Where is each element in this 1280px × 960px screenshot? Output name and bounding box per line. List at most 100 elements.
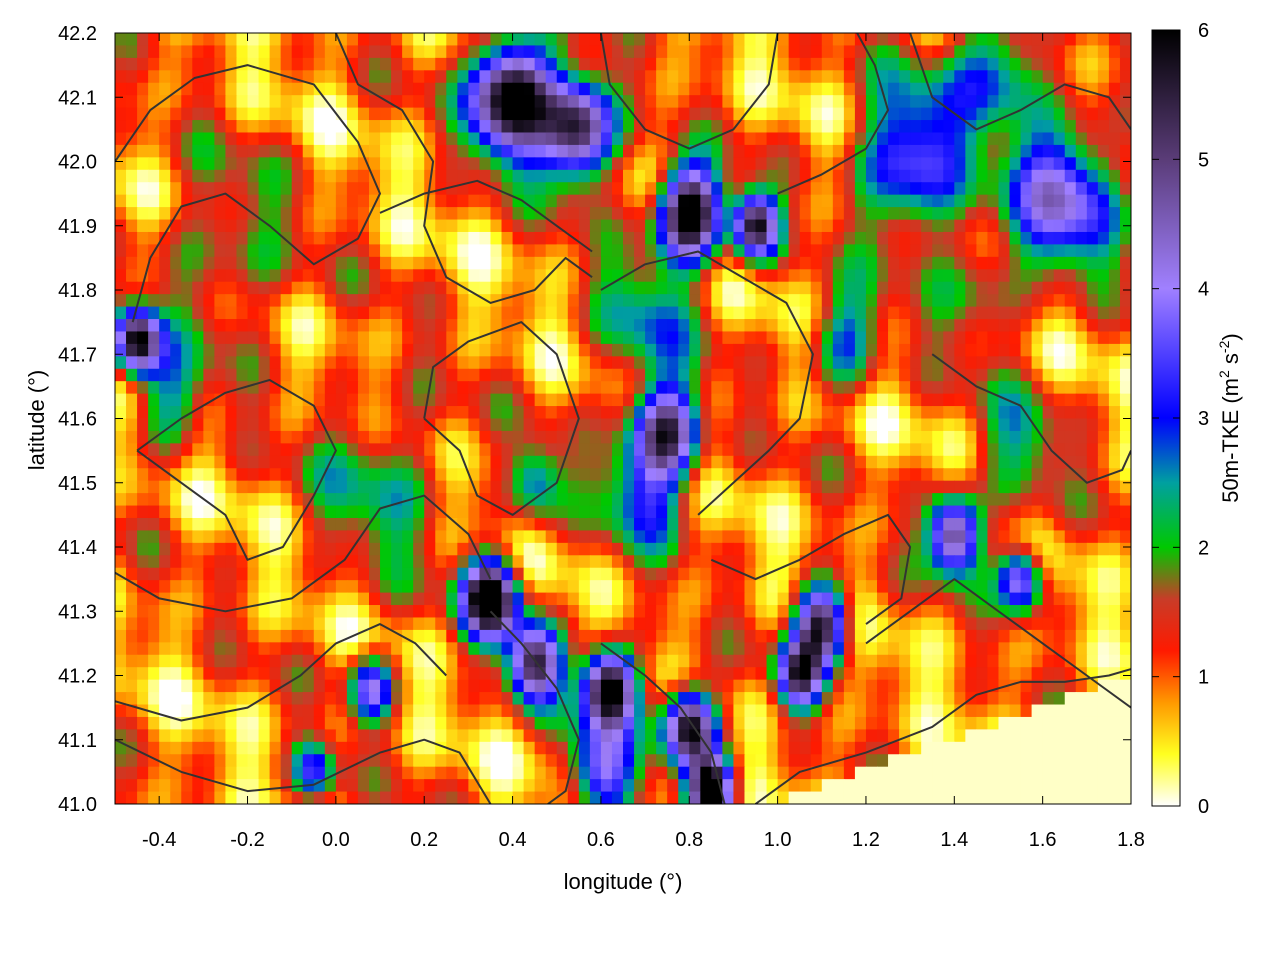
heatmap-cell xyxy=(148,306,160,320)
heatmap-cell xyxy=(534,430,547,444)
heatmap-cell xyxy=(457,356,469,370)
heatmap-cell xyxy=(1020,169,1033,183)
heatmap-cell xyxy=(854,194,867,208)
heatmap-cell xyxy=(1108,468,1121,482)
heatmap-cell xyxy=(667,194,679,208)
heatmap-cell xyxy=(1053,580,1066,594)
heatmap-cell xyxy=(424,306,436,320)
heatmap-cell xyxy=(357,654,370,668)
heatmap-cell xyxy=(910,617,922,631)
heatmap-cell xyxy=(413,505,425,519)
heatmap-cell xyxy=(932,207,944,221)
heatmap-cell xyxy=(159,169,171,183)
heatmap-cell xyxy=(1020,567,1033,581)
heatmap-cell xyxy=(357,269,370,283)
heatmap-cell xyxy=(744,393,757,407)
heatmap-cell xyxy=(667,294,679,308)
heatmap-cell xyxy=(435,319,447,333)
heatmap-cell xyxy=(225,443,238,457)
heatmap-cell xyxy=(192,617,204,631)
heatmap-cell xyxy=(126,194,138,208)
heatmap-cell xyxy=(258,455,271,469)
heatmap-cell xyxy=(821,692,834,706)
heatmap-cell xyxy=(258,430,271,444)
heatmap-cell xyxy=(689,57,701,71)
heatmap-cell xyxy=(634,654,646,668)
heatmap-cell xyxy=(479,95,492,109)
heatmap-cell xyxy=(534,182,547,196)
heatmap-cell xyxy=(976,319,989,333)
heatmap-cell xyxy=(777,542,790,556)
heatmap-cell xyxy=(269,182,282,196)
heatmap-cell xyxy=(987,667,1000,681)
heatmap-cell xyxy=(766,343,779,357)
heatmap-cell xyxy=(545,430,558,444)
heatmap-cell xyxy=(291,331,304,345)
heatmap-cell xyxy=(258,505,271,519)
heatmap-cell xyxy=(843,331,856,345)
heatmap-cell xyxy=(865,157,878,171)
heatmap-cell xyxy=(1086,244,1099,258)
heatmap-cell xyxy=(623,231,635,246)
heatmap-cell xyxy=(700,517,712,532)
heatmap-cell xyxy=(910,356,922,370)
heatmap-cell xyxy=(788,231,801,246)
heatmap-cell xyxy=(634,107,646,121)
heatmap-cell xyxy=(788,567,801,581)
heatmap-cell xyxy=(236,393,249,407)
heatmap-cell xyxy=(700,294,712,308)
heatmap-cell xyxy=(998,468,1011,482)
heatmap-cell xyxy=(192,57,204,71)
heatmap-cell xyxy=(678,231,690,246)
heatmap-cell xyxy=(998,207,1011,221)
heatmap-cell xyxy=(821,157,834,171)
heatmap-cell xyxy=(556,567,569,581)
heatmap-cell xyxy=(1108,132,1121,146)
heatmap-cell xyxy=(1009,144,1022,158)
heatmap-cell xyxy=(854,70,867,84)
heatmap-cell xyxy=(1009,70,1022,84)
heatmap-cell xyxy=(324,70,337,84)
heatmap-cell xyxy=(766,244,779,258)
heatmap-cell xyxy=(291,368,304,382)
heatmap-cell xyxy=(380,231,392,246)
heatmap-cell xyxy=(954,107,966,121)
heatmap-cell xyxy=(921,107,933,121)
heatmap-cell xyxy=(589,368,602,382)
heatmap-cell xyxy=(280,207,293,221)
heatmap-cell xyxy=(380,256,392,270)
heatmap-cell xyxy=(335,33,348,47)
heatmap-cell xyxy=(346,219,359,233)
heatmap-cell xyxy=(987,555,1000,569)
heatmap-cell xyxy=(170,542,182,556)
heatmap-cell xyxy=(877,443,889,457)
heatmap-cell xyxy=(843,144,856,158)
heatmap-cell xyxy=(468,443,481,457)
heatmap-cell xyxy=(600,418,613,432)
heatmap-cell xyxy=(313,70,326,84)
heatmap-cell xyxy=(965,194,977,208)
heatmap-cell xyxy=(600,256,613,270)
heatmap-cell xyxy=(711,319,723,333)
heatmap-cell xyxy=(346,281,359,295)
heatmap-cell xyxy=(1119,542,1131,556)
heatmap-cell xyxy=(667,617,679,631)
heatmap-cell xyxy=(810,45,823,59)
heatmap-cell xyxy=(843,455,856,469)
heatmap-cell xyxy=(722,281,735,295)
heatmap-cell xyxy=(987,567,1000,581)
heatmap-cell xyxy=(634,555,646,569)
heatmap-cell xyxy=(346,393,359,407)
heatmap-cell xyxy=(159,517,171,532)
heatmap-cell xyxy=(335,144,348,158)
heatmap-cell xyxy=(402,381,414,395)
heatmap-cell xyxy=(313,455,326,469)
heatmap-cell xyxy=(203,642,215,656)
heatmap-cell xyxy=(159,120,171,134)
heatmap-cell xyxy=(258,319,271,333)
heatmap-cell xyxy=(954,120,966,134)
heatmap-cell xyxy=(976,207,989,221)
heatmap-cell xyxy=(965,443,977,457)
heatmap-cell xyxy=(877,530,889,544)
heatmap-cell xyxy=(302,256,315,270)
